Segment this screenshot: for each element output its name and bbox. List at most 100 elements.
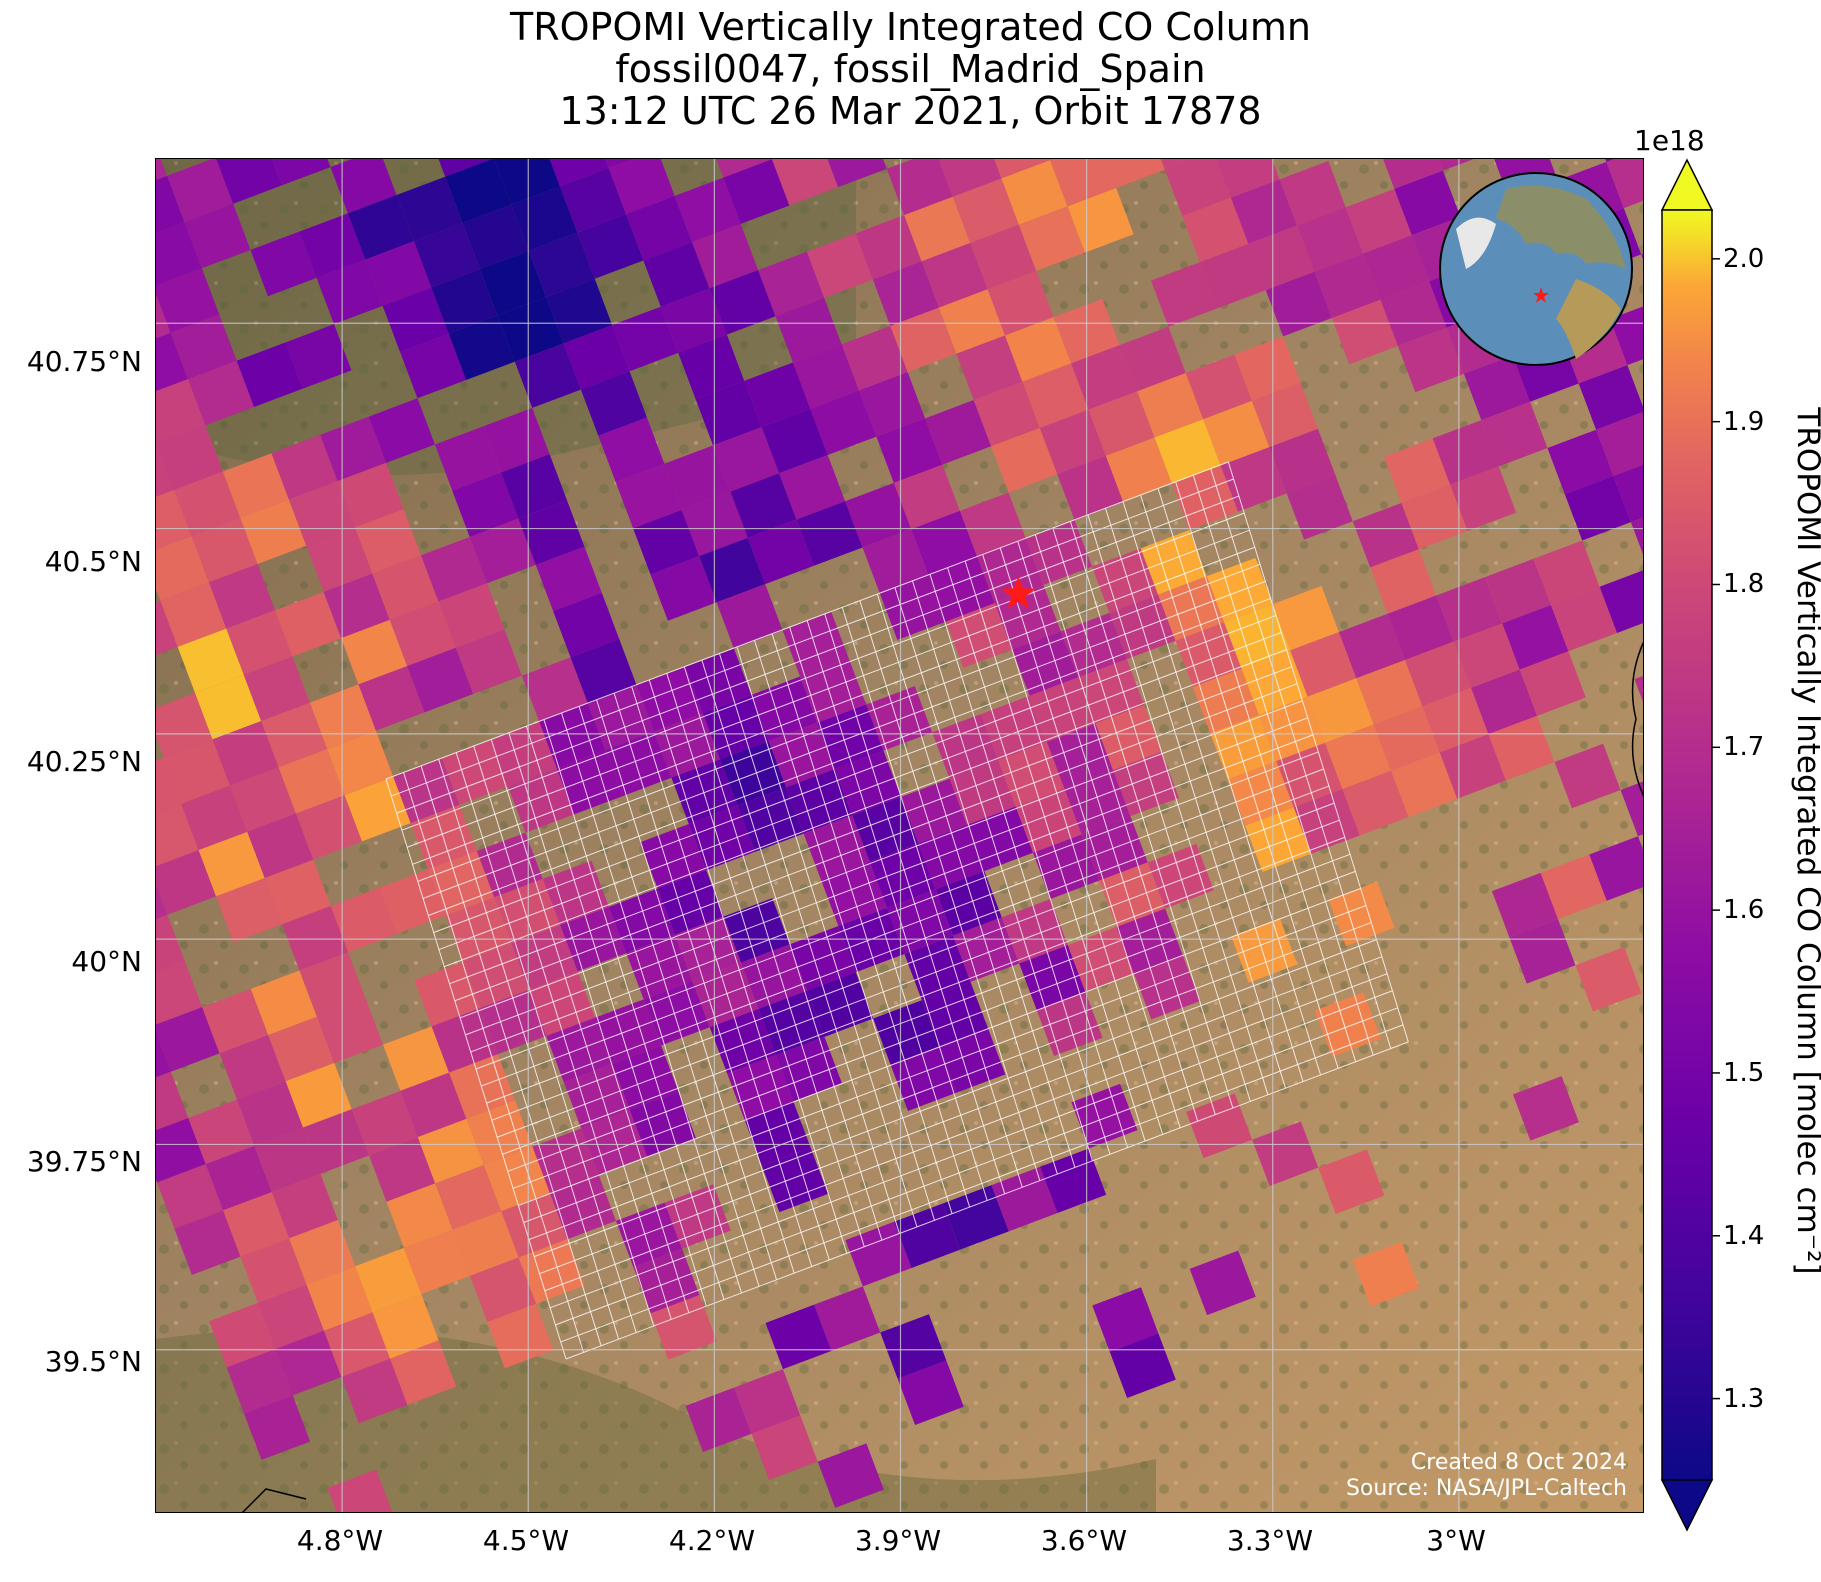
co-pixel <box>1248 225 1315 291</box>
map-canvas[interactable] <box>156 159 1644 1513</box>
co-pixel <box>386 1183 453 1248</box>
co-pixel <box>1220 447 1287 512</box>
co-pixel <box>202 988 269 1054</box>
co-pixel <box>789 926 856 991</box>
co-pixel <box>608 159 675 215</box>
co-pixel <box>299 952 366 1017</box>
co-pixel <box>174 471 241 537</box>
co-pixel <box>243 656 310 722</box>
co-pixel <box>1112 751 1180 817</box>
colorbar-gradient <box>1661 209 1713 1481</box>
co-pixel <box>747 519 814 585</box>
co-pixel <box>198 831 265 897</box>
co-pixel <box>1252 1121 1319 1187</box>
co-pixel <box>156 443 175 497</box>
co-pixel <box>734 1369 801 1434</box>
lat-tick-label: 40.5°N <box>44 545 142 578</box>
co-pixel <box>1609 306 1643 366</box>
co-pixel <box>449 1054 516 1119</box>
globe-icon <box>1439 172 1633 366</box>
co-pixel <box>195 674 262 740</box>
co-pixel <box>156 379 206 444</box>
co-pixel <box>240 1238 307 1303</box>
co-pixel <box>261 702 328 768</box>
co-pixel <box>494 159 560 205</box>
lat-tick-label: 40.75°N <box>26 345 142 378</box>
co-pixel <box>855 215 922 280</box>
co-pixel <box>577 214 644 279</box>
co-pixel <box>876 418 943 483</box>
map-panel[interactable]: Created 8 Oct 2024 Source: NASA/JPL-Calt… <box>155 158 1644 1513</box>
co-pixel <box>1391 752 1458 818</box>
colorbar-tick-label: 1.5 <box>1723 1057 1765 1088</box>
co-pixel <box>369 1137 436 1202</box>
co-pixel <box>156 960 203 1025</box>
co-pixel <box>157 1164 224 1229</box>
co-pixel <box>692 223 759 289</box>
co-pixel <box>271 1173 338 1239</box>
co-pixel <box>563 325 630 390</box>
co-pixel <box>372 1294 439 1359</box>
co-pixel <box>445 897 512 962</box>
co-pixel <box>1353 1241 1420 1307</box>
co-pixel <box>518 500 585 565</box>
co-pixel <box>372 555 439 620</box>
co-pixel <box>660 288 727 353</box>
co-pixel <box>1547 429 1614 495</box>
co-pixel <box>869 843 936 908</box>
co-pixel <box>810 390 877 455</box>
co-pixel <box>390 1340 457 1405</box>
co-pixel <box>1151 262 1218 327</box>
co-pixel <box>212 721 279 786</box>
co-pixel <box>1307 678 1374 743</box>
co-pixel <box>994 159 1051 179</box>
co-pixel <box>629 1091 696 1157</box>
co-pixel <box>535 546 602 612</box>
co-pixel <box>1265 271 1332 337</box>
colorbar-extend-max <box>1660 158 1714 211</box>
co-pixel <box>1286 475 1353 540</box>
co-pixel <box>921 981 988 1047</box>
co-pixel <box>480 989 547 1055</box>
co-pixel <box>306 1266 373 1331</box>
lon-tick-label: 4.2°W <box>668 1524 756 1557</box>
co-pixel <box>758 251 825 317</box>
star-icon[interactable] <box>1001 576 1036 609</box>
co-pixel <box>341 619 408 685</box>
co-pixel <box>497 297 564 362</box>
co-pixel-layer <box>156 159 1643 1512</box>
co-pixel <box>407 647 474 713</box>
co-pixel <box>1613 464 1643 523</box>
co-pixel <box>1314 253 1381 319</box>
co-pixel <box>469 518 536 584</box>
co-pixel <box>275 1330 342 1396</box>
co-pixel <box>1272 585 1339 651</box>
co-pixel <box>1383 159 1444 189</box>
colorbar-tick-label: 1.8 <box>1723 569 1765 600</box>
co-pixel <box>337 462 404 528</box>
co-pixel <box>796 501 863 566</box>
co-pixel <box>1175 622 1242 688</box>
co-pixel <box>1314 992 1381 1057</box>
co-pixel <box>539 703 606 769</box>
co-pixel <box>1012 631 1079 696</box>
co-pixel <box>636 666 703 732</box>
co-pixel <box>549 159 609 187</box>
co-pixel <box>306 527 373 592</box>
co-pixel <box>685 648 752 714</box>
co-pixel <box>1210 714 1277 780</box>
credits: Created 8 Oct 2024 Source: NASA/JPL-Calt… <box>1346 1450 1627 1502</box>
colorbar-tick-label: 2.0 <box>1723 243 1765 274</box>
co-pixel <box>1230 179 1298 244</box>
co-pixel <box>344 776 411 842</box>
co-pixel <box>1325 724 1392 790</box>
footprint-grid <box>385 461 1409 1360</box>
co-pixel <box>396 176 463 242</box>
co-pixel <box>709 270 776 335</box>
co-pixel <box>295 795 363 860</box>
co-pixel <box>678 334 745 400</box>
co-pixel <box>167 159 234 223</box>
co-pixel <box>156 1117 206 1183</box>
co-pixel <box>382 287 449 353</box>
co-pixel <box>487 1303 554 1369</box>
